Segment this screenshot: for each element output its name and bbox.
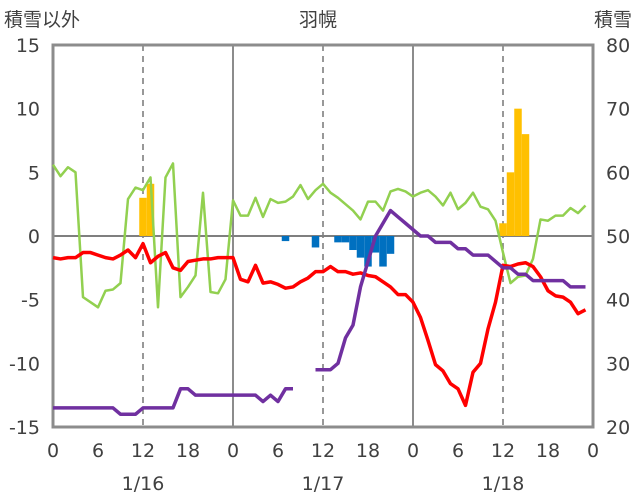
line-layer (51, 162, 587, 417)
x-tick-label: 0 (587, 440, 599, 462)
left-tick-label: -15 (9, 417, 40, 439)
series-4-line (53, 208, 586, 417)
x-tick-label: 6 (452, 440, 464, 462)
x-tick-label: 6 (272, 440, 284, 462)
x-tick-label: 0 (227, 440, 239, 462)
x-tick-label: 12 (491, 440, 515, 462)
left-tick-label: 15 (16, 35, 40, 57)
right-tick-label: 40 (606, 290, 630, 312)
right-tick-label: 50 (606, 226, 630, 248)
left-axis-label: 積雪以外 (4, 9, 80, 31)
series-3-line (52, 241, 587, 408)
plot-frame (51, 43, 595, 429)
series-1-bar (341, 236, 350, 243)
left-tick-label: -10 (9, 353, 40, 375)
series-0-bar (499, 223, 507, 236)
series-1-bar (364, 236, 372, 267)
x-tick-label: 12 (131, 440, 155, 462)
date-label: 1/16 (122, 473, 165, 495)
chart-title: 羽幌 (299, 9, 337, 31)
series-1-bar (334, 236, 342, 243)
x-tick-label: 18 (176, 440, 200, 462)
series-0-bar (146, 183, 155, 236)
right-tick-label: 80 (606, 35, 630, 57)
right-tick-label: 30 (606, 353, 630, 375)
series-0-bar (139, 197, 147, 236)
series-1-bar (311, 236, 320, 248)
left-tick-label: -5 (21, 290, 40, 312)
right-tick-label: 60 (606, 162, 630, 184)
left-tick-label: 5 (28, 162, 40, 184)
bar-layer (139, 108, 530, 267)
series-1-bar (349, 236, 357, 251)
x-tick-label: 18 (536, 440, 560, 462)
series-1-bar (356, 236, 365, 258)
series-2-line (51, 162, 587, 309)
x-tick-label: 12 (311, 440, 335, 462)
date-label: 1/18 (482, 473, 525, 495)
x-tick-label: 6 (92, 440, 104, 462)
series-0-bar (506, 172, 515, 236)
x-tick-label: 0 (47, 440, 59, 462)
series-1-bar (371, 236, 380, 253)
date-label: 1/17 (302, 473, 345, 495)
series-1-bar (379, 236, 387, 267)
left-tick-label: 10 (16, 99, 40, 121)
series-0-bar (514, 108, 522, 236)
right-tick-label: 20 (606, 417, 630, 439)
series-1-bar (386, 236, 395, 254)
x-tick-label: 18 (356, 440, 380, 462)
right-tick-label: 70 (606, 99, 630, 121)
left-tick-label: 0 (28, 226, 40, 248)
x-tick-label: 0 (407, 440, 419, 462)
series-0-bar (521, 134, 530, 236)
right-axis-label: 積雪 (594, 9, 632, 31)
series-1-bar (281, 236, 290, 242)
